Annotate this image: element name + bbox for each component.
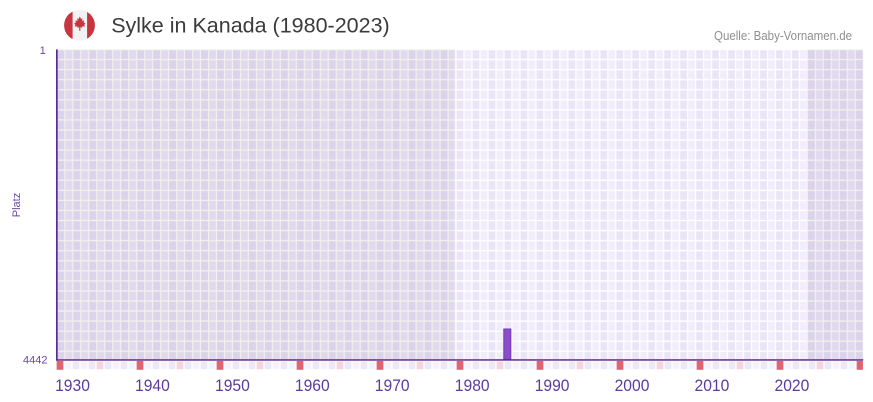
svg-text:1950: 1950	[215, 378, 250, 395]
svg-text:Platz: Platz	[11, 193, 23, 217]
svg-text:1990: 1990	[535, 378, 570, 395]
svg-text:1980: 1980	[455, 378, 490, 395]
svg-text:1: 1	[40, 45, 46, 57]
svg-text:4442: 4442	[23, 355, 47, 367]
svg-text:2020: 2020	[775, 378, 810, 395]
svg-text:1970: 1970	[375, 378, 410, 395]
svg-text:1960: 1960	[295, 378, 330, 395]
svg-text:2000: 2000	[615, 378, 650, 395]
svg-text:Quelle: Baby-Vornamen.de: Quelle: Baby-Vornamen.de	[714, 29, 852, 44]
svg-text:2010: 2010	[695, 378, 730, 395]
svg-text:1940: 1940	[135, 378, 170, 395]
svg-text:Sylke in Kanada (1980-2023): Sylke in Kanada (1980-2023)	[111, 13, 390, 37]
svg-text:1930: 1930	[55, 378, 90, 395]
